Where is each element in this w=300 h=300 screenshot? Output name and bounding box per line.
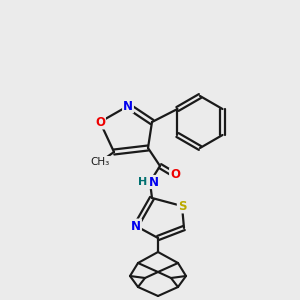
Text: S: S	[178, 200, 186, 212]
Text: H: H	[138, 177, 148, 187]
Text: O: O	[95, 116, 105, 128]
Text: CH₃: CH₃	[90, 157, 110, 167]
Text: O: O	[170, 169, 180, 182]
Text: N: N	[149, 176, 159, 188]
Text: N: N	[131, 220, 141, 232]
Text: N: N	[123, 100, 133, 112]
